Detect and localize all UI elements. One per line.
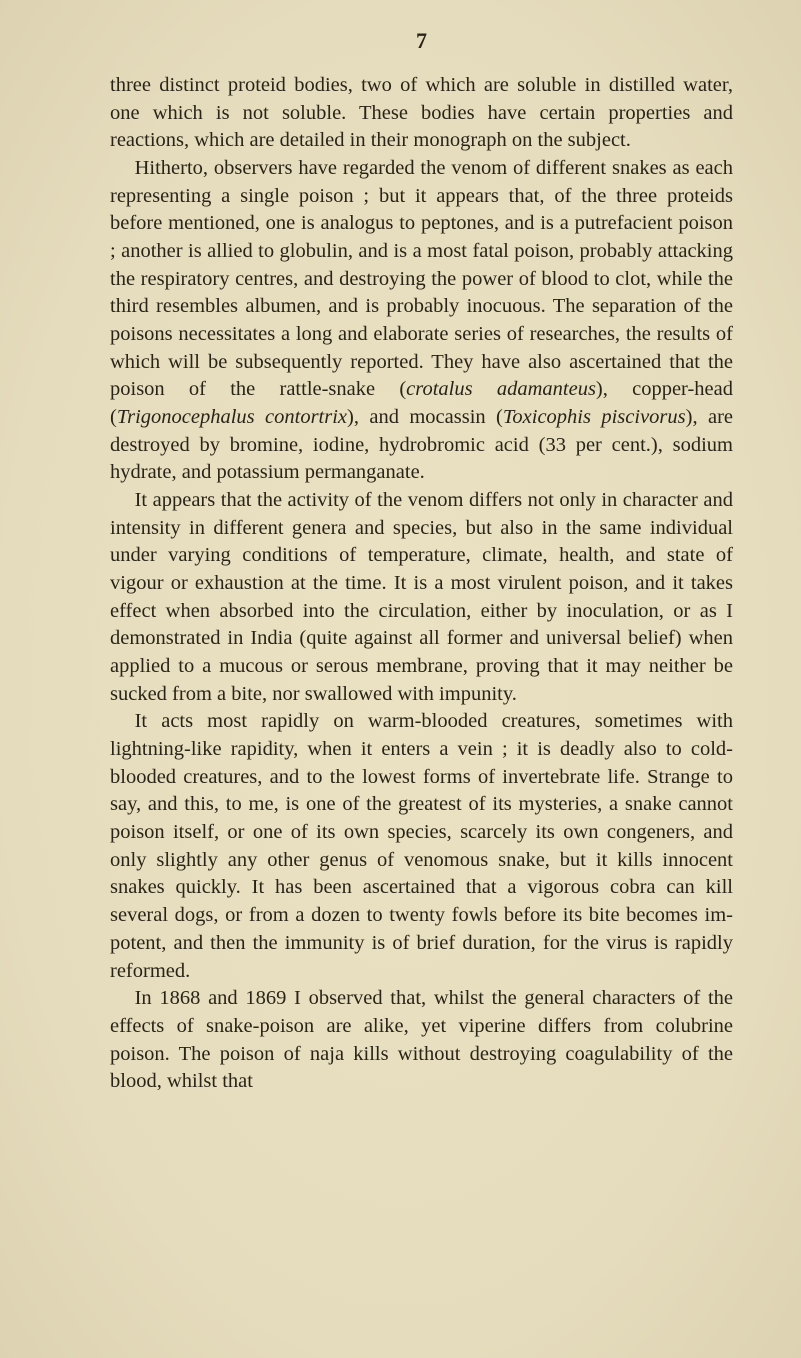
document-page: 7 three distinct proteid bodies, two of … [0, 0, 801, 1358]
italic-text: crotalus adamanteus [406, 378, 596, 400]
paragraph: three distinct proteid bodies, two of wh… [110, 72, 733, 155]
paragraph: In 1868 and 1869 I observed that, whilst… [110, 985, 733, 1096]
italic-text: Trigonocephalus contortrix [117, 406, 347, 428]
paragraph: Hitherto, observers have regarded the ve… [110, 155, 733, 487]
body-text: three distinct proteid bodies, two of wh… [110, 72, 733, 1096]
page-number: 7 [110, 28, 733, 54]
italic-text: Toxicophis piscivorus [503, 406, 686, 428]
paragraph: It appears that the activity of the veno… [110, 487, 733, 708]
paragraph: It acts most rapidly on warm-blooded cre… [110, 708, 733, 985]
